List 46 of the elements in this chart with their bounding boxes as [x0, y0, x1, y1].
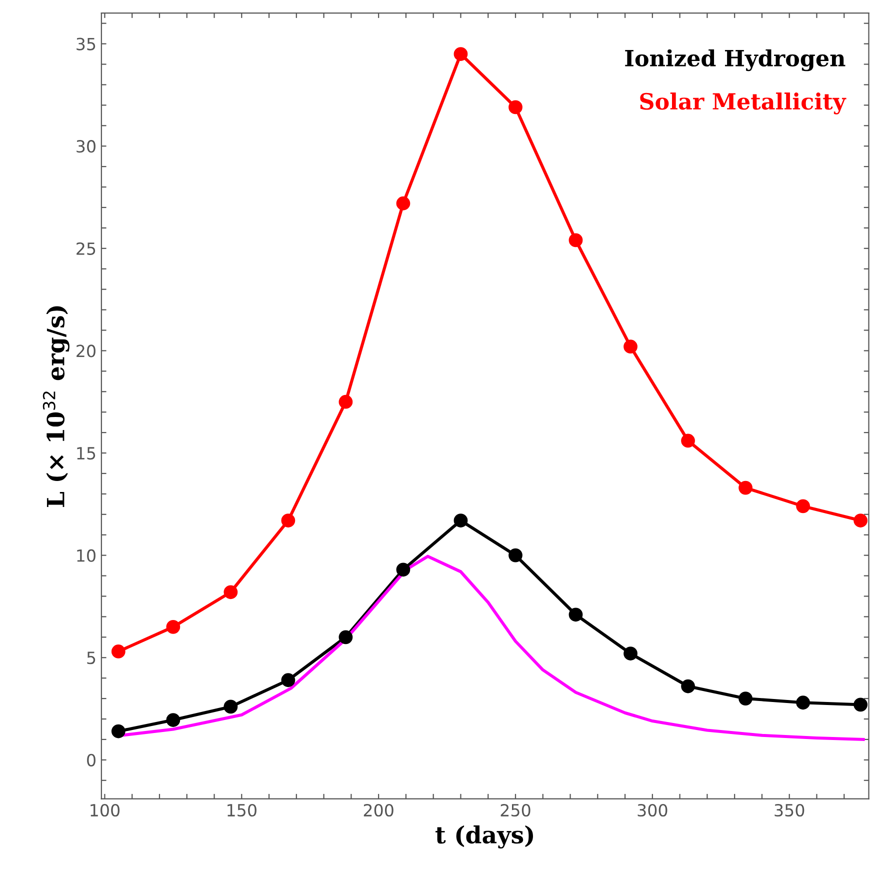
point	[111, 724, 126, 738]
text: Ionized Hydrogen	[625, 49, 846, 72]
point	[166, 713, 180, 727]
x-tick-label: 200	[364, 804, 394, 817]
point	[568, 233, 583, 248]
point	[281, 673, 296, 688]
point	[166, 620, 180, 634]
point	[508, 548, 522, 562]
y-tick-label: 10	[77, 549, 96, 562]
x-tick-label: 150	[228, 804, 256, 817]
point	[796, 696, 810, 710]
y-tick-label: 25	[76, 242, 96, 255]
point	[624, 646, 638, 660]
point	[738, 692, 752, 706]
text: Solar Metallicity	[640, 92, 846, 114]
x-tick-label: 350	[774, 804, 804, 817]
point	[796, 499, 810, 514]
point	[624, 340, 638, 354]
point	[396, 196, 410, 210]
point	[338, 394, 353, 409]
y-tick-label: 35	[76, 38, 96, 50]
y-axis-title: L (× 10$^{32}$ erg/s)	[42, 306, 70, 507]
point	[681, 679, 695, 694]
point	[281, 514, 296, 528]
point	[681, 434, 695, 448]
point	[338, 630, 353, 644]
point	[224, 700, 238, 714]
point	[568, 608, 583, 622]
x-axis-title: t (days)	[436, 825, 533, 849]
x-tick-label: 300	[638, 804, 668, 817]
point	[738, 480, 752, 495]
y-tick-label: 5	[87, 652, 96, 664]
y-tick-label: 15	[77, 447, 96, 460]
point	[454, 47, 468, 61]
point	[854, 514, 868, 528]
point	[854, 698, 868, 712]
y-tick-label: 0	[87, 754, 96, 766]
x-tick-label: 100	[90, 804, 120, 817]
y-tick-label: 30	[76, 140, 96, 153]
point	[508, 100, 522, 114]
y-tick-label: 20	[76, 344, 96, 358]
point	[224, 585, 238, 600]
x-tick-label: 250	[500, 804, 530, 817]
point	[454, 514, 468, 528]
point	[111, 644, 126, 658]
point	[396, 562, 410, 577]
